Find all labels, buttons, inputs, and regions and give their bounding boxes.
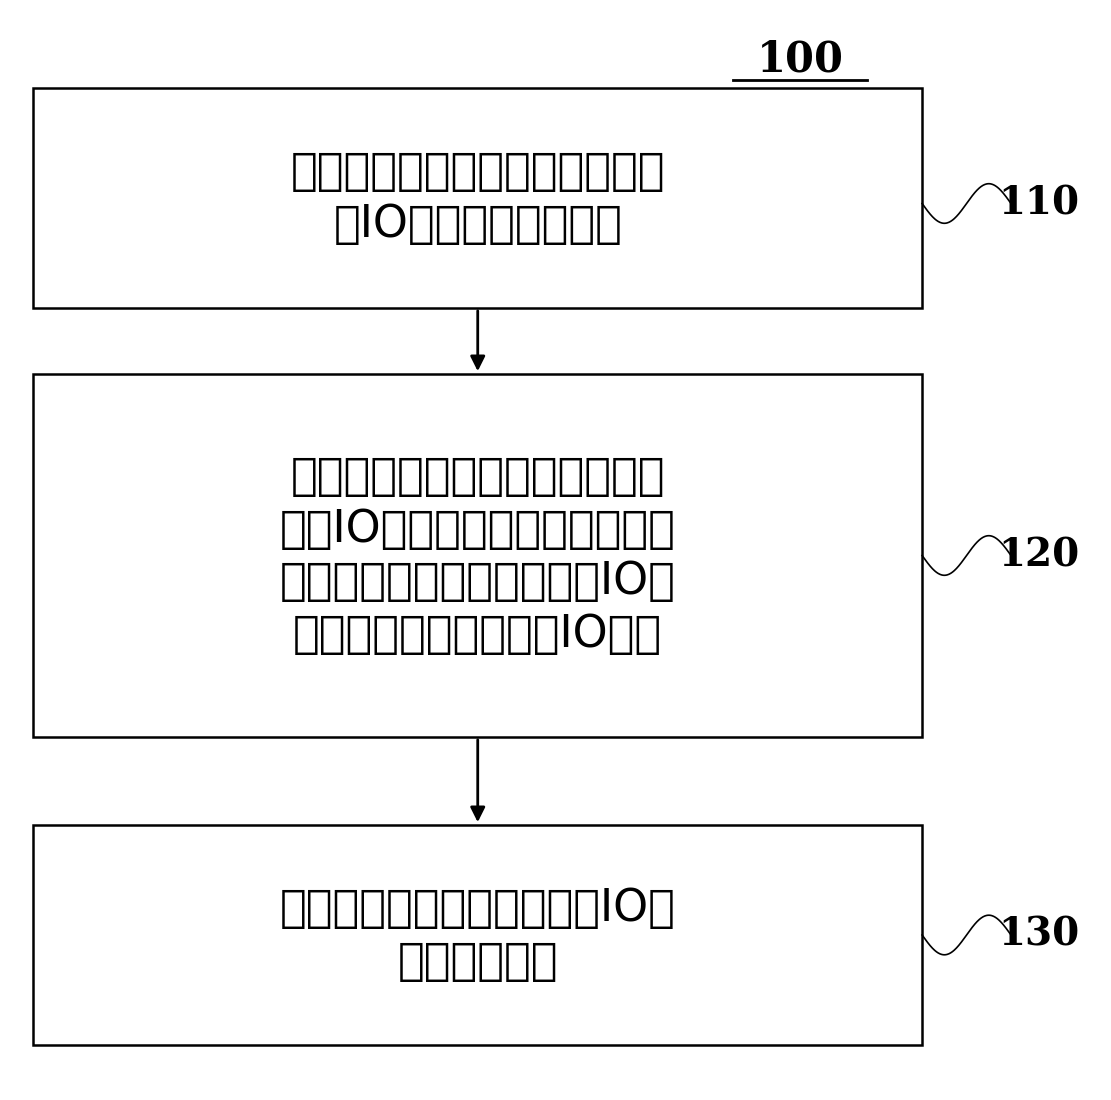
Text: 述各IO集中控制器的标识，分别: 述各IO集中控制器的标识，分别 [280, 507, 675, 551]
Bar [33, 88, 922, 308]
Text: 130: 130 [998, 916, 1080, 954]
Text: 110: 110 [998, 185, 1080, 222]
Text: 备的相关信息: 备的相关信息 [398, 939, 558, 983]
Text: 获取被指令的处理器枚举的IO设: 获取被指令的处理器枚举的IO设 [280, 887, 675, 931]
Text: 100: 100 [757, 39, 843, 80]
Text: 120: 120 [998, 537, 1080, 574]
Text: 根据所述各处理器的标识以及所: 根据所述各处理器的标识以及所 [290, 454, 665, 498]
Text: 指令处理器同时枚举特定的IO集: 指令处理器同时枚举特定的IO集 [280, 560, 675, 604]
Bar [33, 825, 922, 1045]
Text: 各IO集中控制器的标识: 各IO集中控制器的标识 [333, 202, 622, 246]
Bar [33, 374, 922, 737]
Text: 中控制器及与之关联的IO设备: 中控制器及与之关联的IO设备 [293, 613, 662, 657]
Text: 获取系统中的各处理器的标识和: 获取系统中的各处理器的标识和 [290, 150, 665, 194]
